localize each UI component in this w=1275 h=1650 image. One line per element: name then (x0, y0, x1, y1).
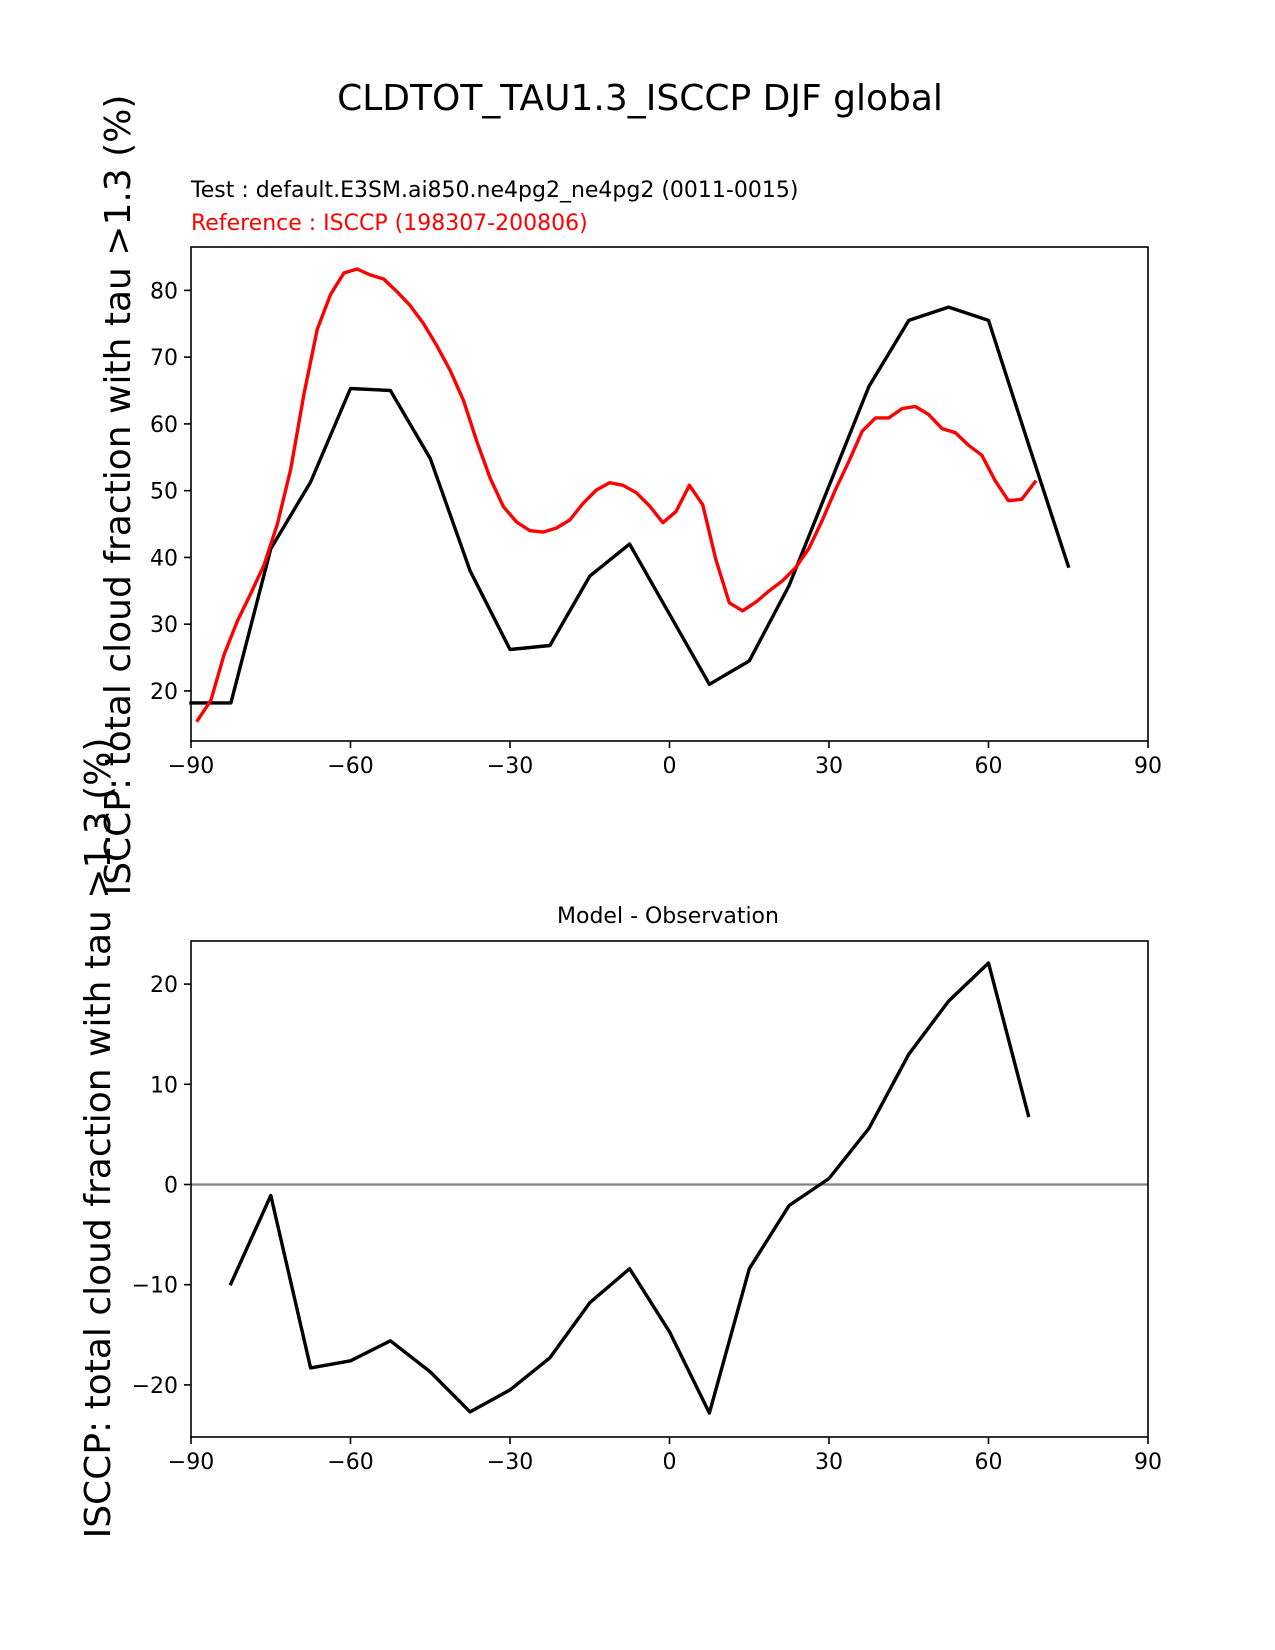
top-xtick-label: −90 (168, 754, 214, 779)
diff-xtick-label: 30 (815, 1450, 843, 1475)
top-ytick-label: 30 (150, 613, 178, 638)
top-xtick-label: 60 (975, 754, 1003, 779)
diff-ytick-label: 0 (164, 1173, 178, 1198)
diff-ytick-label: 10 (150, 1073, 178, 1098)
top-ytick-label: 60 (150, 413, 178, 438)
top-ytick-label: 50 (150, 480, 178, 505)
figure-ylabel-overlap-upper: ISCCP: total cloud fraction with tau >1.… (98, 95, 139, 896)
diff-ytick-label: −20 (132, 1374, 178, 1399)
diff-xtick-label: 0 (663, 1450, 677, 1475)
top-xtick-label: 0 (663, 754, 677, 779)
top-ytick-label: 20 (150, 680, 178, 705)
top-series-test-line (189, 305, 1071, 705)
figure-suptitle: CLDTOT_TAU1.3_ISCCP DJF global (337, 78, 943, 119)
diff-xtick-label: 60 (975, 1450, 1003, 1475)
reference-label: Reference : ISCCP (198307-200806) (191, 211, 588, 236)
diff-xtick-label: −90 (168, 1450, 214, 1475)
top-ytick-label: 40 (150, 546, 178, 571)
top-xtick-label: 90 (1134, 754, 1162, 779)
diff-title: Model - Observation (557, 904, 779, 929)
top-xtick-label: 30 (815, 754, 843, 779)
top-ytick-label: 70 (150, 346, 178, 371)
bottom-panel: Model - Observation −90 −60 −30 0 30 60 90 −20 −… (132, 904, 1162, 1475)
top-panel: Test : default.E3SM.ai850.ne4pg2_ne4pg2 … (150, 178, 1162, 779)
top-xtick-label: −30 (487, 754, 533, 779)
diff-xtick-label: −30 (487, 1450, 533, 1475)
diff-series-difference-line (228, 961, 1031, 1415)
diff-xtick-label: 90 (1134, 1450, 1162, 1475)
top-xtick-label: −60 (327, 754, 373, 779)
diff-ytick-label: −10 (132, 1274, 178, 1299)
top-ytick-label: 80 (150, 279, 178, 304)
figure-ylabel-overlap-lower: ISCCP: total cloud fraction with tau >1.… (78, 738, 119, 1539)
top-series-reference-line (195, 267, 1038, 723)
test-label: Test : default.E3SM.ai850.ne4pg2_ne4pg2 … (190, 178, 798, 203)
diff-ytick-label: 20 (150, 973, 178, 998)
diff-xtick-label: −60 (327, 1450, 373, 1475)
